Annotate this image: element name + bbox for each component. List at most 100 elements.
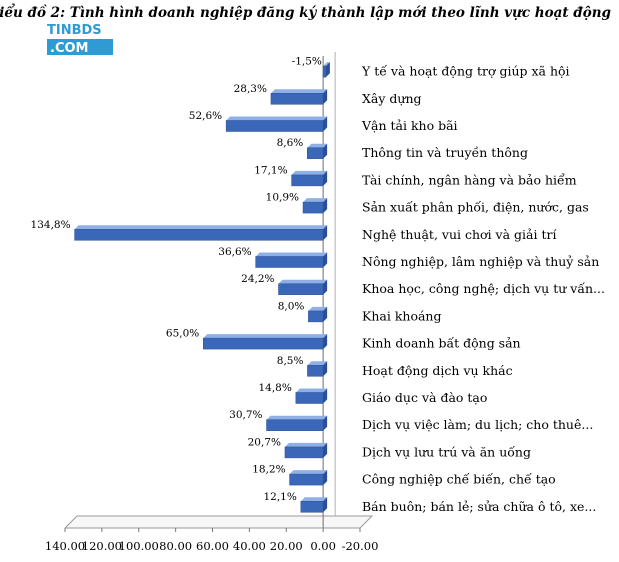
category-label: Khoa học, công nghệ; dịch vụ tư vấn... [362,281,605,296]
x-tick-label: 120.00 [82,539,122,553]
bar [302,201,324,214]
watermark-line2: .COM [50,41,88,56]
bar-side [325,62,330,78]
category-label: Bán buôn; bán lẻ; sửa chữa ô tô, xe... [362,499,596,514]
watermark-logo: TINBDS .COM [47,23,113,56]
bar [74,229,324,241]
bar [255,256,324,268]
category-label: Tài chính, ngân hàng và bảo hiểm [362,172,577,187]
bar-side [323,89,328,105]
bar-side [323,170,328,186]
bar-top [270,89,328,94]
bar [322,65,327,78]
data-label: 8,6% [277,137,304,149]
bar-top [255,252,328,257]
watermark-line1: TINBDS [47,23,102,38]
category-label: Nông nghiệp, lâm nghiệp và thuỷ sản [362,254,599,269]
category-label: Khai khoáng [362,308,441,323]
bar-side [323,306,328,322]
bar-top [278,279,328,284]
bar-side [323,388,328,404]
bar-side [323,497,328,513]
bar-side [323,143,328,159]
bar [300,501,324,513]
data-label: 18,2% [252,464,285,476]
category-label: Kinh doanh bất động sản [362,336,521,351]
bar-top [308,306,328,311]
bar-side [323,116,328,132]
bar-top [295,388,328,393]
bar-side [323,279,328,295]
bar-top [291,170,328,175]
bar-top [307,361,328,366]
bar-side [323,361,328,377]
bar-top [203,334,328,339]
category-label: Công nghiệp chế biến, chế tạo [362,472,556,487]
bar [203,337,324,350]
bar [308,310,324,323]
data-label: 10,9% [266,192,299,204]
bar-top [266,415,328,420]
x-tick-label: 0.00 [310,539,336,553]
category-label: Dịch vụ việc làm; du lịch; cho thuê... [362,417,593,432]
bar [291,174,324,187]
data-label: 14,8% [258,382,291,394]
category-label: Dịch vụ lưu trú và ăn uống [362,444,531,459]
data-label: 36,6% [218,246,251,258]
plot-area: -20.00 0.00 20.00 40.00 60.00 80.00100.00120.… [31,52,605,553]
x-tick-label: 140.00 [45,539,85,553]
category-label: Nghệ thuật, vui chơi và giải trí [362,227,557,242]
bar-side [323,442,328,458]
category-label: Hoạt động dịch vụ khác [362,363,513,378]
bar [266,419,324,431]
bar-top [226,116,328,121]
bar-top [289,470,328,475]
x-tick-label: -20.00 [342,539,379,553]
bar-top [284,442,328,447]
data-label: 24,2% [241,273,274,285]
data-label: 12,1% [263,491,296,503]
bar [295,392,324,404]
category-label: Giáo dục và đào tạo [362,390,487,405]
bar [284,446,324,459]
bar-top [300,497,328,502]
data-label: 65,0% [166,328,199,340]
data-label: 52,6% [189,110,222,122]
category-label: Xây dựng [362,91,422,106]
bar-side [323,415,328,431]
bar [270,93,324,105]
category-label: Thông tin và truyền thông [362,145,528,160]
data-label: 30,7% [229,409,262,421]
bar-side [323,252,328,268]
bar-top [307,143,328,148]
chart-title: Biểu đồ 2: Tình hình doanh nghiệp đăng k… [0,5,611,21]
data-label: 8,0% [278,300,305,312]
bar [225,120,324,132]
x-tick-label: 60.00 [196,539,229,553]
bar-side [323,225,328,241]
bar [307,147,324,159]
bar [289,473,324,486]
category-label: Sản xuất phân phối, điện, nước, gas [362,200,589,215]
data-label: -1,5% [292,56,322,68]
bar-side [323,198,328,214]
bar-top [74,225,328,230]
bar [278,283,324,295]
x-tick-label: 40.00 [233,539,266,553]
data-label: 20,7% [248,436,281,448]
watermark-band [47,39,113,55]
bar-top [303,198,328,203]
data-label: 134,8% [31,219,71,231]
data-label: 28,3% [234,83,267,95]
bar-side [323,334,328,350]
bar-top [323,62,330,67]
bar-side [323,470,328,486]
data-label: 17,1% [254,164,287,176]
category-label: Vận tải kho bãi [361,118,458,133]
x-tick-label: 100.00 [119,539,159,553]
data-label: 8,5% [277,355,304,367]
x-tick-label: 80.00 [159,539,192,553]
plot-floor [64,515,374,529]
bar [307,365,324,377]
